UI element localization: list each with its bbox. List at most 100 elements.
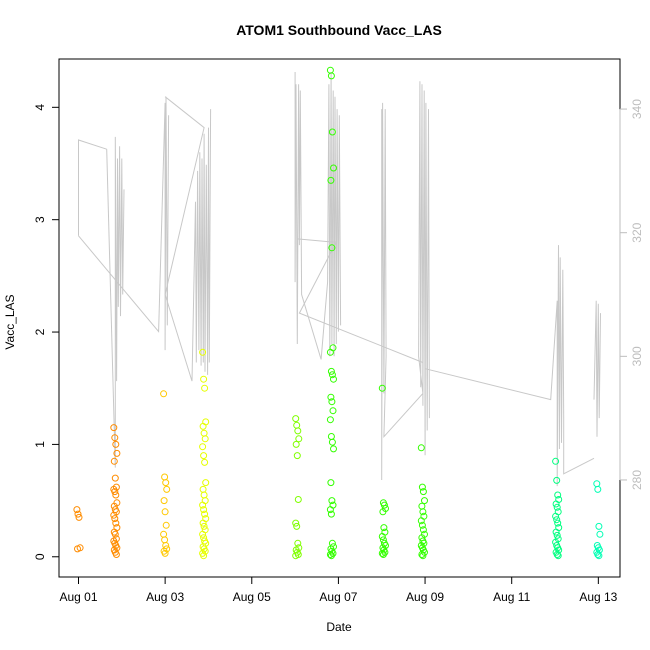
data-point bbox=[328, 244, 336, 252]
data-point bbox=[201, 435, 209, 443]
data-point bbox=[595, 522, 603, 530]
data-point bbox=[380, 524, 388, 532]
data-point bbox=[379, 508, 387, 516]
point-cluster-1 bbox=[73, 506, 84, 553]
data-point bbox=[378, 384, 386, 392]
point-cluster-10 bbox=[593, 480, 604, 560]
data-point bbox=[111, 488, 119, 496]
point-cluster-7 bbox=[378, 384, 389, 558]
data-point bbox=[327, 72, 335, 80]
point-cluster-4 bbox=[199, 348, 210, 560]
data-point bbox=[199, 443, 207, 451]
data-point bbox=[329, 407, 337, 415]
line-segment-5 bbox=[294, 71, 342, 360]
data-point bbox=[202, 479, 210, 487]
line-segment-1 bbox=[78, 139, 107, 236]
y2-tick-label: 320 bbox=[630, 222, 644, 242]
y-tick-label: 4 bbox=[33, 104, 47, 111]
data-point bbox=[327, 552, 335, 560]
data-point bbox=[327, 393, 335, 401]
data-point bbox=[417, 517, 425, 525]
data-point bbox=[292, 440, 300, 448]
data-point bbox=[294, 427, 302, 435]
data-point bbox=[200, 429, 208, 437]
point-cluster-6 bbox=[326, 66, 337, 560]
data-point bbox=[330, 445, 337, 453]
data-point bbox=[552, 512, 560, 520]
data-point bbox=[292, 552, 300, 560]
data-point bbox=[200, 552, 208, 560]
data-point bbox=[419, 526, 427, 534]
y2-tick-label: 340 bbox=[630, 99, 644, 119]
data-point bbox=[594, 485, 602, 493]
data-point bbox=[327, 479, 335, 487]
y-tick-label: 0 bbox=[33, 553, 47, 560]
y-tick-label: 2 bbox=[33, 328, 47, 335]
y2-tick-label: 300 bbox=[630, 346, 644, 366]
point-cluster-5 bbox=[292, 415, 303, 560]
data-point bbox=[160, 497, 168, 505]
data-point bbox=[294, 496, 302, 503]
data-point bbox=[160, 390, 168, 398]
data-point bbox=[328, 128, 336, 136]
x-axis: Aug 01 Aug 03 Aug 05 Aug 07 Aug 09 Aug 11 Aug … bbox=[59, 576, 618, 604]
data-point bbox=[200, 452, 208, 460]
data-point bbox=[327, 510, 335, 518]
data-point bbox=[162, 479, 170, 487]
data-point bbox=[201, 384, 209, 392]
data-point bbox=[327, 433, 335, 440]
secondary-y-axis: 280 300 320 340 bbox=[619, 99, 644, 490]
data-point bbox=[595, 552, 603, 560]
data-point bbox=[418, 551, 426, 558]
data-point bbox=[74, 545, 81, 553]
data-point bbox=[326, 416, 334, 424]
data-point bbox=[111, 474, 119, 482]
data-point bbox=[110, 511, 118, 519]
data-point bbox=[200, 522, 208, 530]
data-point bbox=[199, 501, 207, 509]
data-point bbox=[421, 497, 428, 505]
data-point bbox=[163, 485, 171, 493]
data-point bbox=[329, 344, 337, 352]
data-point bbox=[418, 483, 426, 491]
data-point bbox=[292, 519, 300, 527]
line-series-layer bbox=[78, 71, 601, 487]
data-point bbox=[162, 521, 170, 529]
data-point bbox=[553, 531, 561, 539]
line-segment-2 bbox=[106, 136, 125, 468]
point-cluster-8 bbox=[417, 444, 428, 560]
y-axis-label: Vacc_LAS bbox=[3, 294, 17, 349]
line-segment-8 bbox=[424, 245, 595, 487]
data-point bbox=[199, 519, 207, 527]
data-point bbox=[419, 508, 427, 516]
data-point bbox=[74, 510, 82, 518]
data-point bbox=[552, 457, 560, 465]
data-point bbox=[293, 522, 301, 530]
data-point bbox=[112, 551, 120, 558]
data-point bbox=[161, 549, 169, 557]
data-point bbox=[553, 503, 561, 511]
data-point bbox=[111, 515, 119, 523]
y-tick-label: 1 bbox=[33, 441, 47, 448]
x-tick-label: Aug 07 bbox=[319, 590, 357, 604]
line-segment-6 bbox=[297, 238, 424, 363]
data-point bbox=[161, 508, 169, 516]
data-point bbox=[292, 415, 300, 423]
data-point bbox=[110, 457, 118, 465]
data-point bbox=[378, 533, 386, 540]
data-point bbox=[75, 513, 83, 521]
data-point bbox=[200, 506, 208, 514]
data-point bbox=[199, 485, 207, 493]
data-point bbox=[200, 375, 208, 383]
data-point bbox=[330, 375, 337, 383]
data-point bbox=[112, 519, 120, 527]
data-point bbox=[160, 530, 168, 538]
y-tick-label: 3 bbox=[33, 216, 47, 223]
data-point bbox=[293, 452, 301, 460]
data-point bbox=[378, 549, 386, 557]
x-axis-label: Date bbox=[326, 620, 352, 634]
data-point bbox=[419, 488, 427, 496]
data-point bbox=[201, 458, 209, 466]
line-segment-9 bbox=[593, 300, 601, 437]
x-tick-label: Aug 09 bbox=[406, 590, 444, 604]
